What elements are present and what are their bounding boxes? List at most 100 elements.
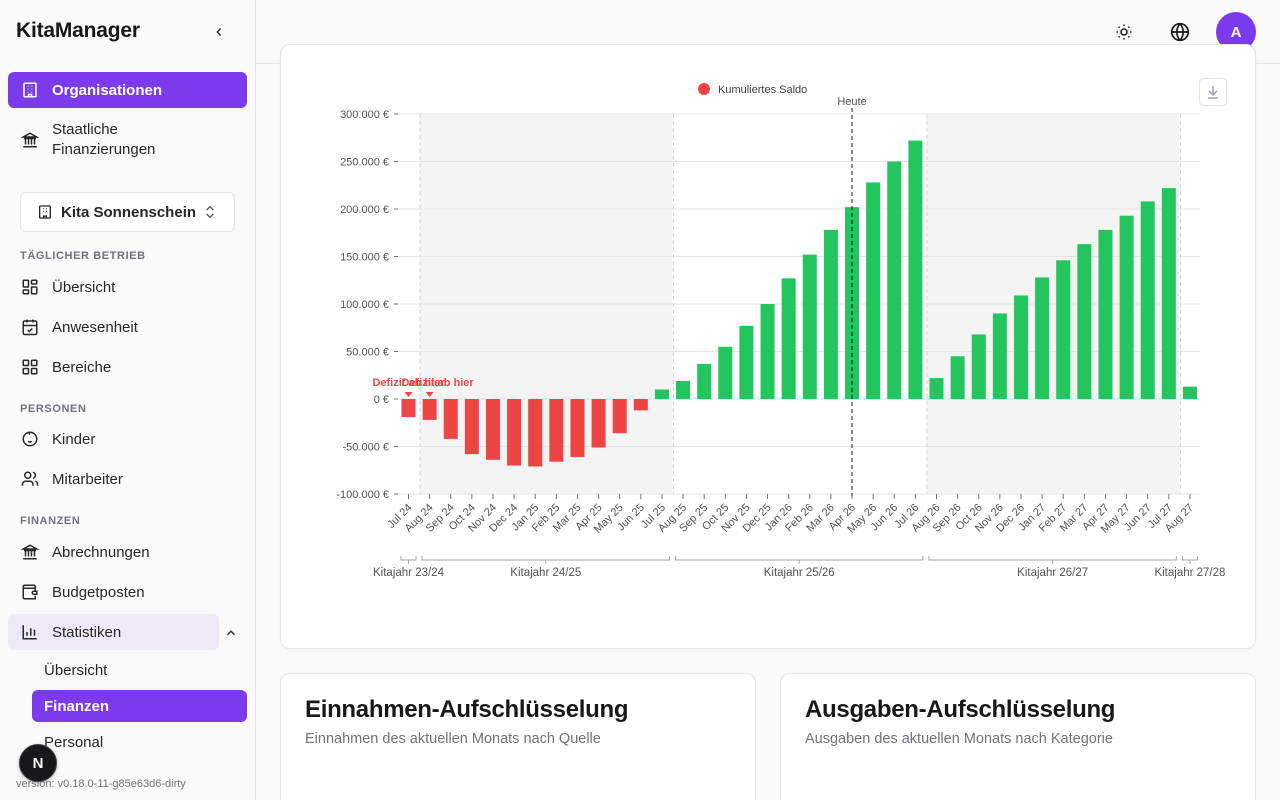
users-icon	[20, 469, 40, 489]
bar-jun-26	[887, 161, 902, 399]
bar-nov-25	[739, 325, 754, 399]
section-title-daily: Täglicher Betrieb	[20, 250, 146, 262]
sidebar-item-label: Bereiche	[52, 358, 112, 376]
bar-sep-26	[950, 356, 965, 399]
bar-aug-26	[929, 378, 944, 399]
sidebar-item-label: Budgetposten	[52, 583, 145, 601]
sidebar-item-budgetposten[interactable]: Budgetposten	[8, 575, 247, 609]
kitajahr-bracket	[675, 556, 924, 561]
dashboard-icon	[20, 277, 40, 297]
sun-icon	[1116, 24, 1132, 40]
section-title-persons: Personen	[20, 403, 87, 415]
expense-breakdown-card: Ausgaben-Aufschlüsselung Ausgaben des ak…	[780, 673, 1256, 800]
chevron-up-icon[interactable]	[222, 624, 240, 642]
version-label: version: v0.18.0-11-g85e63d6-dirty	[16, 778, 186, 790]
income-breakdown-card: Einnahmen-Aufschlüsselung Einnahmen des …	[280, 673, 756, 800]
language-button[interactable]	[1168, 20, 1192, 44]
kitajahr-label: Kitajahr 23/24	[373, 567, 445, 579]
sidebar-item-organisationen[interactable]: Organisationen	[8, 72, 247, 108]
bar-jan-25	[528, 399, 543, 467]
y-tick-label: -100.000 €	[336, 489, 389, 501]
bar-jul-24	[401, 399, 416, 418]
sidebar-item-uebersicht[interactable]: Übersicht	[8, 270, 247, 304]
kitajahr-label: Kitajahr 27/28	[1154, 567, 1225, 579]
bar-jan-27	[1035, 277, 1050, 399]
balance-chart: 300.000 € 250.000 € 200.000 € 150.000 € 100.…	[336, 78, 1227, 579]
nextjs-dev-badge[interactable]: N	[19, 744, 57, 782]
baby-icon	[20, 429, 40, 449]
grid-icon	[20, 357, 40, 377]
building-icon	[20, 80, 40, 100]
building-icon	[37, 204, 53, 220]
y-tick-label: 50.000 €	[346, 347, 389, 359]
organization-selector[interactable]: Kita Sonnenschein	[20, 192, 235, 232]
chevrons-up-down-icon	[202, 204, 218, 220]
bar-chart-icon	[20, 622, 40, 642]
kitajahr-bracket	[1181, 556, 1198, 561]
deficit-label: Defizit ab hier	[402, 377, 475, 389]
bar-apr-25	[591, 399, 606, 448]
bar-jun-27	[1140, 201, 1155, 399]
sidebar-item-anwesenheit[interactable]: Anwesenheit	[8, 310, 247, 344]
bar-apr-26	[845, 207, 860, 399]
chevron-left-icon	[216, 28, 222, 36]
sidebar-item-label: Mitarbeiter	[52, 470, 123, 488]
sidebar-item-mitarbeiter[interactable]: Mitarbeiter	[8, 462, 247, 496]
sidebar-item-label: Organisationen	[52, 81, 163, 99]
sub-item-label: Übersicht	[44, 661, 108, 679]
bar-mar-26	[823, 229, 838, 399]
kitajahr-label: Kitajahr 26/27	[1017, 567, 1088, 579]
sidebar-item-staatliche-finanzierungen[interactable]: Staatliche Finanzierungen	[8, 118, 247, 162]
kitajahr-label: Kitajahr 25/26	[764, 567, 835, 579]
bar-apr-27	[1098, 229, 1113, 399]
sidebar-item-label: Anwesenheit	[52, 318, 138, 336]
bar-dec-24	[507, 399, 522, 466]
sidebar-item-label: Übersicht	[52, 278, 116, 296]
kitajahr-bracket	[928, 556, 1177, 561]
sidebar-item-statistiken[interactable]: Statistiken	[8, 614, 219, 650]
app-title: KitaManager	[16, 19, 140, 42]
sub-item-label: Finanzen	[44, 697, 110, 715]
landmark-icon	[20, 542, 40, 562]
bar-may-27	[1119, 215, 1134, 399]
kitajahr-bracket	[421, 556, 670, 561]
y-tick-label: 150.000 €	[340, 252, 389, 264]
card-title: Ausgaben-Aufschlüsselung	[805, 696, 1116, 723]
collapse-sidebar-button[interactable]	[207, 20, 231, 44]
wallet-icon	[20, 582, 40, 602]
y-tick-label: 0 €	[374, 394, 389, 406]
bar-jul-27	[1161, 188, 1176, 399]
bar-mar-25	[570, 399, 585, 457]
sidebar-item-label: Staatliche Finanzierungen	[52, 121, 156, 158]
bar-dec-25	[760, 304, 775, 399]
landmark-icon	[20, 130, 40, 150]
sidebar-item-abrechnungen[interactable]: Abrechnungen	[8, 535, 247, 569]
today-label: Heute	[837, 96, 866, 108]
theme-toggle-button[interactable]	[1112, 20, 1136, 44]
card-title: Einnahmen-Aufschlüsselung	[305, 696, 629, 723]
bar-aug-24	[422, 399, 437, 420]
bar-sep-24	[443, 399, 458, 439]
bar-mar-27	[1077, 244, 1092, 399]
bar-nov-24	[485, 399, 500, 460]
legend-label: Kumuliertes Saldo	[718, 84, 807, 96]
bar-jun-25	[633, 399, 648, 411]
sidebar-item-bereiche[interactable]: Bereiche	[8, 350, 247, 384]
sidebar-item-label: Abrechnungen	[52, 543, 150, 561]
bar-oct-24	[464, 399, 479, 455]
y-tick-label: 100.000 €	[340, 299, 389, 311]
bar-jul-26	[908, 140, 923, 399]
sidebar-item-kinder[interactable]: Kinder	[8, 422, 247, 456]
bar-oct-25	[718, 346, 733, 399]
sub-item-uebersicht[interactable]: Übersicht	[32, 654, 247, 686]
download-icon	[1208, 86, 1218, 99]
deficit-marker	[425, 392, 434, 397]
sub-item-finanzen[interactable]: Finanzen	[32, 690, 247, 722]
section-title-finance: Finanzen	[20, 515, 81, 527]
bar-sep-25	[697, 363, 712, 399]
sub-item-personal[interactable]: Personal	[32, 726, 247, 758]
y-tick-label: -50.000 €	[343, 442, 389, 454]
bar-feb-25	[549, 399, 564, 462]
kitajahr-label: Kitajahr 24/25	[510, 567, 581, 579]
sidebar: KitaManager Organisationen Staatliche Fi…	[0, 0, 256, 800]
